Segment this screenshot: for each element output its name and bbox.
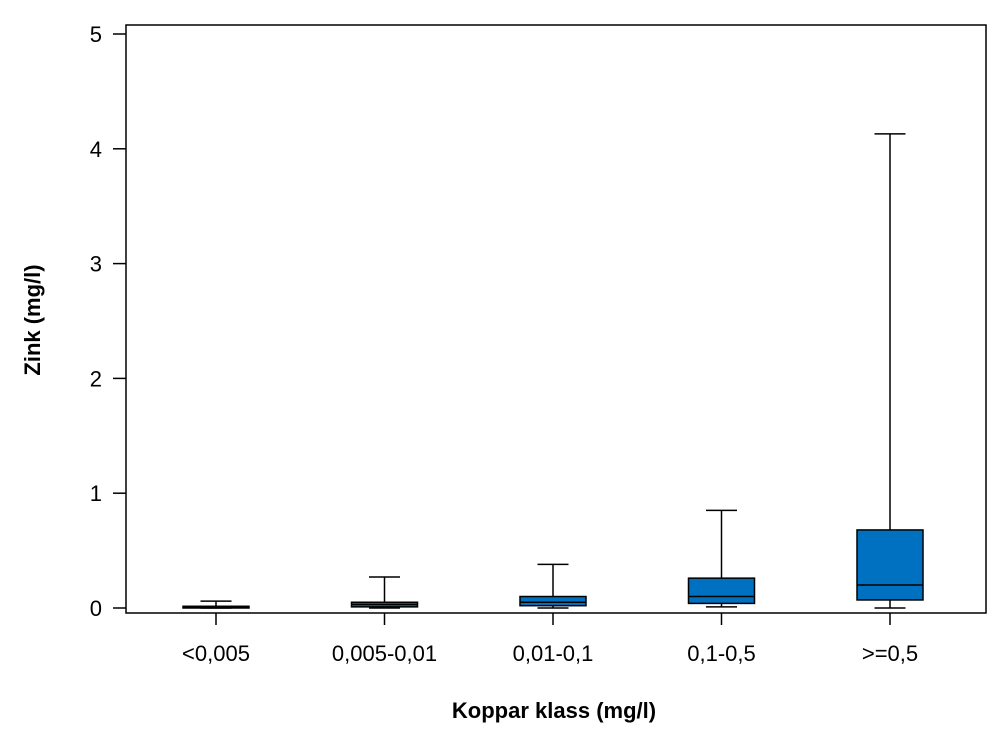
- box-group: [350, 576, 419, 609]
- box-group: [687, 509, 756, 608]
- plot-frame: [125, 24, 987, 614]
- x-tick-label: 0,005-0,01: [332, 641, 437, 666]
- box-group: [182, 600, 250, 609]
- iqr-box: [687, 577, 756, 605]
- box-group: [856, 133, 924, 609]
- y-tick-label: 1: [90, 481, 102, 506]
- x-tick-label: 0,01-0,1: [513, 641, 594, 666]
- y-tick-label: 2: [90, 366, 102, 391]
- x-tick-label: <0,005: [182, 641, 250, 666]
- y-tick-label: 5: [90, 22, 102, 47]
- y-tick-label: 3: [90, 252, 102, 277]
- x-tick-label: 0,1-0,5: [687, 641, 756, 666]
- y-axis-title: Zink (mg/l): [20, 264, 45, 375]
- iqr-box: [856, 529, 924, 601]
- x-axis-title: Koppar klass (mg/l): [452, 698, 656, 723]
- box-group: [519, 563, 587, 609]
- box-series: [182, 133, 924, 609]
- y-axis: 0 1 2 3 4 5: [90, 22, 126, 621]
- y-tick-label: 0: [90, 596, 102, 621]
- y-tick-label: 4: [90, 137, 102, 162]
- x-axis: <0,005 0,005-0,01 0,01-0,1 0,1-0,5 >=0,5: [182, 613, 918, 666]
- x-tick-label: >=0,5: [862, 641, 918, 666]
- iqr-box: [519, 595, 587, 607]
